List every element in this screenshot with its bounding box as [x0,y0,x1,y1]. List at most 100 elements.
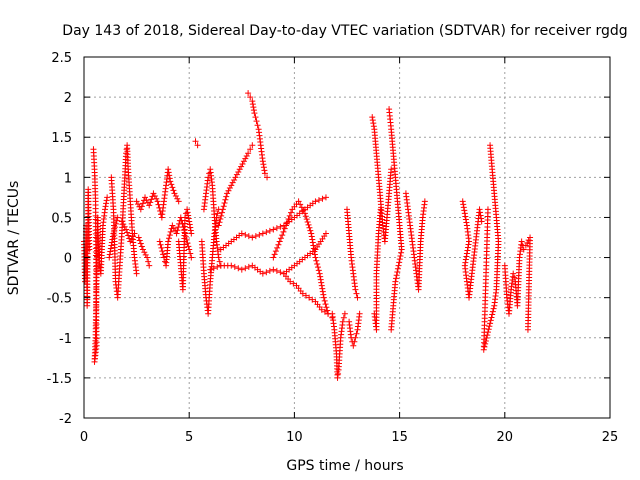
data-point [137,206,144,213]
data-point [464,247,471,254]
data-point [214,263,221,270]
data-point [309,236,316,243]
data-point [393,272,400,279]
data-point [488,314,495,321]
data-point [486,323,493,330]
data-point [210,265,217,272]
data-point [238,163,245,170]
data-point [489,311,496,318]
data-point [147,199,154,206]
data-point [185,212,192,219]
data-point [171,190,178,197]
data-point [259,270,266,277]
data-point [322,301,329,308]
data-point [290,280,297,287]
data-point [261,170,268,177]
y-tick-label: 0.5 [51,211,72,226]
data-point [156,238,163,245]
data-point [135,234,142,241]
data-point [460,204,467,211]
data-point [320,291,327,298]
series-arc-06 [156,214,195,269]
data-point [137,240,144,247]
series-arc-08 [192,138,201,149]
data-point [394,268,401,275]
data-point [286,212,293,219]
data-point [277,235,284,242]
series-arc-07 [175,206,195,293]
data-point [235,168,242,175]
data-point [461,207,468,214]
data-point [154,198,161,205]
data-point [185,215,192,222]
y-tick-label: 1.5 [51,131,72,146]
data-point [318,282,325,289]
data-point [249,98,256,105]
data-point [219,209,226,216]
data-point [187,227,194,234]
data-point [121,223,128,230]
data-point [245,150,252,157]
data-point [310,242,317,249]
data-point [167,178,174,185]
data-point [308,233,315,240]
series-arc-02 [90,146,111,365]
data-point [108,242,115,249]
data-point [247,94,254,101]
data-point [192,138,199,145]
data-point [460,201,467,208]
data-point [174,195,181,202]
data-point [175,198,182,205]
data-point [238,230,245,237]
data-point [145,258,152,265]
data-point [313,257,320,264]
data-point [275,241,282,248]
data-point [264,174,271,181]
data-point [220,203,227,210]
data-point [462,216,469,223]
series-arc-11 [215,142,256,229]
data-point [279,232,286,239]
data-point [188,230,195,237]
data-point [108,239,115,246]
series-arc-21 [371,206,384,333]
data-point [107,248,114,255]
data-point [477,209,484,216]
y-tick-label: 0 [64,252,72,267]
data-point [370,120,377,127]
data-point [314,264,321,271]
data-point [299,290,306,297]
data-point [285,216,292,223]
series-arc-20 [369,114,395,245]
data-point [398,246,405,253]
data-point [302,213,309,220]
data-point [130,233,137,240]
data-point [465,241,472,248]
data-point [280,228,287,235]
x-tick-label: 5 [185,430,193,445]
data-point [114,214,121,221]
data-point [478,218,485,225]
data-point [224,190,231,197]
data-point [166,235,173,242]
series-arc-15 [270,198,332,317]
data-point [520,246,527,253]
data-point [315,267,322,274]
data-point [266,227,273,234]
data-point [270,254,277,261]
data-point [165,238,172,245]
data-point [476,206,483,213]
data-point [311,251,318,258]
data-point [396,259,403,266]
data-point [185,243,192,250]
data-point [111,227,118,234]
data-point [321,297,328,304]
data-point [243,152,250,159]
data-point [356,310,363,317]
data-point [256,231,263,238]
data-point [86,246,93,253]
data-point [136,237,143,244]
series-arc-16 [280,270,336,321]
data-point [317,273,324,280]
